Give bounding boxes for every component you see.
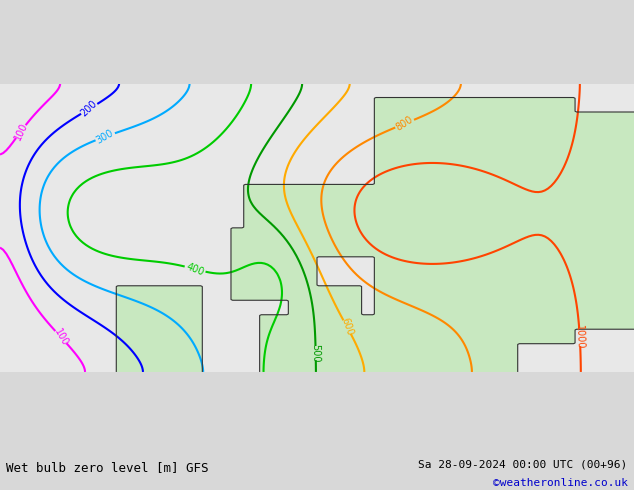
Text: 100: 100 xyxy=(52,327,70,347)
Text: 400: 400 xyxy=(184,261,205,277)
Text: 300: 300 xyxy=(94,128,115,146)
Text: 600: 600 xyxy=(339,317,355,337)
Text: Wet bulb zero level [m] GFS: Wet bulb zero level [m] GFS xyxy=(6,461,209,474)
Text: 800: 800 xyxy=(394,115,415,133)
Text: 200: 200 xyxy=(79,99,100,119)
Text: 500: 500 xyxy=(311,344,321,363)
Text: Sa 28-09-2024 00:00 UTC (00+96): Sa 28-09-2024 00:00 UTC (00+96) xyxy=(418,459,628,469)
Text: 100: 100 xyxy=(12,121,29,142)
Text: ©weatheronline.co.uk: ©weatheronline.co.uk xyxy=(493,478,628,488)
Text: 1000: 1000 xyxy=(574,325,585,349)
